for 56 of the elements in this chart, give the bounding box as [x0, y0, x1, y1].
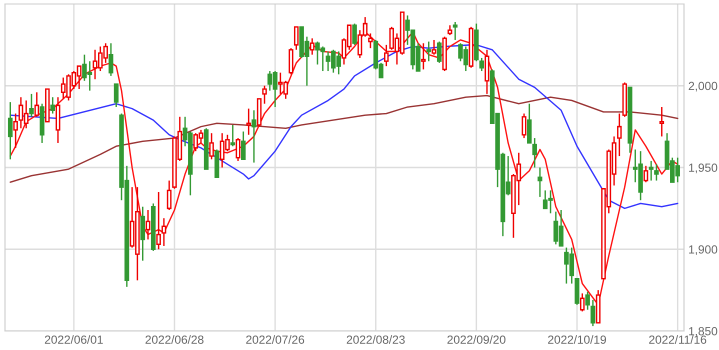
candlestick — [34, 92, 40, 118]
candlestick — [590, 299, 596, 327]
candlestick — [162, 217, 166, 247]
candlestick — [580, 292, 585, 312]
candlestick — [452, 21, 458, 41]
candlestick — [368, 32, 373, 49]
candlestick — [527, 103, 532, 144]
candlestick — [522, 112, 526, 139]
candlestick — [436, 40, 442, 64]
candlestick — [310, 38, 315, 56]
candlestick — [294, 26, 299, 50]
candlestick — [230, 124, 236, 147]
x-tick-label: 2022/09/20 — [447, 335, 506, 344]
candlestick — [166, 180, 172, 211]
candlestick — [241, 130, 246, 160]
candlestick — [659, 106, 664, 138]
candlestick — [114, 83, 119, 108]
candlestick — [644, 165, 648, 183]
line-series — [10, 94, 678, 183]
candlestick — [108, 42, 114, 77]
x-tick-label: 2022/10/19 — [548, 335, 606, 344]
candlestick — [617, 112, 622, 157]
y-tick-label: 2,000 — [688, 82, 718, 92]
x-tick-label: 2022/06/01 — [44, 335, 103, 344]
candlestick — [262, 85, 267, 104]
candlestick — [246, 108, 251, 136]
candlestick — [13, 112, 18, 149]
candlestick — [432, 39, 436, 56]
candlestick — [384, 44, 389, 67]
candlestick — [352, 22, 357, 46]
candlestick — [146, 209, 150, 240]
candlestick — [538, 166, 542, 198]
candlestick — [156, 191, 161, 250]
y-tick-label: 1,900 — [689, 245, 718, 256]
y-tick-label: 1,950 — [689, 164, 718, 174]
candlestick — [288, 47, 294, 75]
candlestick — [421, 42, 426, 70]
candlestick — [252, 110, 256, 164]
candlestick — [426, 40, 432, 62]
x-tick-label: 2022/07/26 — [246, 335, 304, 344]
candlestick — [654, 164, 659, 182]
y-tick-label: 1,850 — [689, 327, 718, 337]
x-tick-label: 2022/06/28 — [146, 335, 204, 344]
candlestick — [50, 96, 56, 114]
x-tick-label: 2022/08/23 — [346, 335, 405, 344]
candlestick — [8, 101, 13, 160]
candlestick — [532, 137, 537, 168]
candlestick — [648, 160, 654, 182]
candlestick — [448, 24, 452, 36]
candlestick — [140, 206, 146, 262]
candlestick — [585, 291, 590, 310]
candlestick — [236, 137, 240, 162]
candlestick — [29, 93, 34, 118]
candlestick — [209, 132, 214, 160]
x-tick-label: 2022/11/16 — [649, 335, 706, 344]
candlestick — [479, 57, 484, 72]
